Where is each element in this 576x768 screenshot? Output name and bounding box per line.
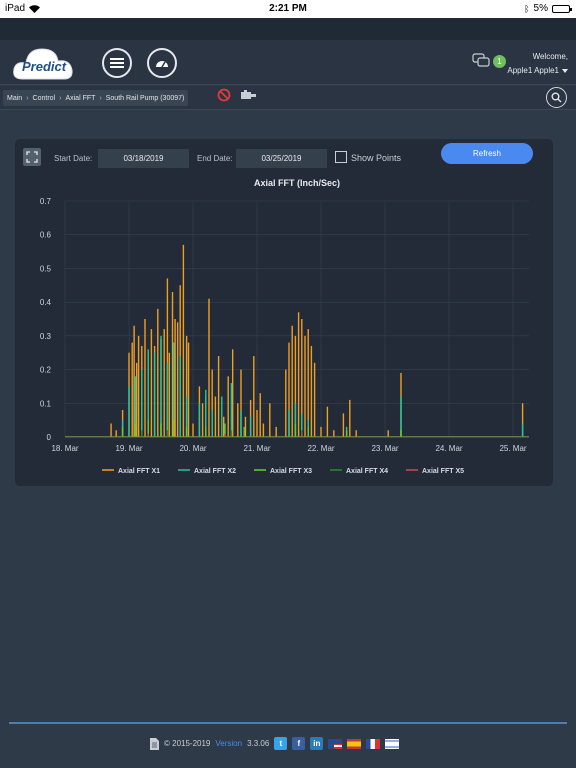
start-date-input[interactable] <box>98 149 189 168</box>
predict-logo[interactable] <box>12 43 74 83</box>
chart-panel: Start Date: End Date: Show Points Refres… <box>15 139 553 486</box>
x-tick-label: 23. Mar <box>371 444 398 453</box>
chart-legend: Axial FFT X1 Axial FFT X2 Axial FFT X3 Axia… <box>102 468 464 475</box>
ios-status-bar: iPad 2:21 PM ᛒ 5% <box>0 0 576 18</box>
footer-divider <box>9 722 567 724</box>
y-tick-label: 0.6 <box>40 231 52 240</box>
axial-fft-chart: Axial FFT (Inch/Sec) 0 0.1 0.2 0.3 0.4 0.5 0.6 0… <box>40 178 529 475</box>
facebook-icon[interactable]: f <box>292 737 306 750</box>
device-name: iPad <box>5 3 26 14</box>
chat-icon[interactable] <box>472 53 490 69</box>
status-right: ᛒ 5% <box>524 3 572 14</box>
menu-button[interactable] <box>102 48 132 78</box>
x-tick-label: 19. Mar <box>115 444 142 453</box>
twitter-icon[interactable]: t <box>274 737 288 750</box>
pump-icon[interactable] <box>239 89 257 101</box>
breadcrumb-axial-fft[interactable]: Axial FFT <box>65 94 96 102</box>
dashboard-button[interactable] <box>147 48 177 78</box>
israel-flag-icon[interactable] <box>385 738 400 749</box>
logo-text: Predict <box>22 59 67 74</box>
end-date-label: End Date: <box>197 154 233 163</box>
fullscreen-icon <box>26 151 38 163</box>
breadcrumb-asset[interactable]: South Rail Pump (30097) <box>105 94 185 102</box>
chevron-right-icon: › <box>99 94 102 102</box>
breadcrumb-bar: Main › Control › Axial FFT › South Rail … <box>0 86 576 110</box>
gauge-icon <box>156 61 168 68</box>
france-flag-icon[interactable] <box>366 738 381 749</box>
y-tick-label: 0.7 <box>40 197 52 206</box>
app-header-strip <box>0 18 576 40</box>
y-tick-label: 0.1 <box>40 399 52 408</box>
show-points-label[interactable]: Show Points <box>351 153 402 163</box>
search-icon <box>551 92 562 103</box>
chevron-right-icon: › <box>26 94 29 102</box>
wifi-icon <box>29 4 41 13</box>
x-tick-label: 22. Mar <box>307 444 334 453</box>
search-button[interactable] <box>546 87 567 108</box>
x-tick-label: 18. Mar <box>51 444 78 453</box>
x-tick-label: 20. Mar <box>179 444 206 453</box>
linkedin-icon[interactable]: in <box>310 737 324 750</box>
legend-label: Axial FFT X2 <box>194 468 236 475</box>
spain-flag-icon[interactable] <box>347 738 362 749</box>
refresh-button[interactable]: Refresh <box>441 143 533 164</box>
series-5 <box>65 433 529 437</box>
x-tick-label: 21. Mar <box>243 444 270 453</box>
chart-title: Axial FFT (Inch/Sec) <box>254 178 340 188</box>
status-time: 2:21 PM <box>269 3 307 14</box>
legend-label: Axial FFT X5 <box>422 468 464 475</box>
no-entry-icon[interactable] <box>217 88 231 102</box>
x-tick-label: 24. Mar <box>435 444 462 453</box>
show-points-checkbox[interactable] <box>335 151 347 163</box>
us-flag-icon[interactable] <box>328 738 343 749</box>
legend-label: Axial FFT X1 <box>118 468 160 475</box>
hamburger-icon <box>110 56 124 70</box>
message-count-badge: 1 <box>493 55 506 68</box>
footer: © 2015-2019 Version 3.3.06 t f in <box>150 737 400 750</box>
document-icon[interactable] <box>150 737 159 750</box>
expand-button[interactable] <box>23 148 41 166</box>
legend-label: Axial FFT X3 <box>270 468 312 475</box>
y-tick-label: 0 <box>47 433 52 442</box>
battery-percent: 5% <box>533 3 548 14</box>
x-tick-label: 25. Mar <box>499 444 526 453</box>
status-left: iPad <box>5 3 41 14</box>
welcome-text: Welcome, <box>532 52 568 61</box>
version-number: 3.3.06 <box>247 739 270 748</box>
breadcrumb-control[interactable]: Control <box>32 94 56 102</box>
breadcrumb: Main › Control › Axial FFT › South Rail … <box>3 90 189 106</box>
legend-label: Axial FFT X4 <box>346 468 388 475</box>
chevron-down-icon <box>562 69 568 73</box>
user-menu[interactable]: Welcome, Apple1 Apple1 <box>507 50 568 78</box>
chevron-right-icon: › <box>59 94 62 102</box>
breadcrumb-main[interactable]: Main <box>7 94 23 102</box>
user-name: Apple1 Apple1 <box>507 66 559 75</box>
y-tick-label: 0.5 <box>40 264 52 273</box>
y-tick-label: 0.2 <box>40 366 52 375</box>
bluetooth-icon: ᛒ <box>524 3 530 14</box>
copyright-text: © 2015-2019 <box>164 739 211 748</box>
y-tick-label: 0.4 <box>40 298 52 307</box>
version-label: Version <box>215 739 243 748</box>
start-date-label: Start Date: <box>54 154 93 163</box>
end-date-input[interactable] <box>236 149 327 168</box>
user-row[interactable]: Apple1 Apple1 <box>507 64 568 78</box>
series-1 <box>65 244 529 437</box>
battery-icon <box>552 4 572 13</box>
y-tick-label: 0.3 <box>40 332 52 341</box>
